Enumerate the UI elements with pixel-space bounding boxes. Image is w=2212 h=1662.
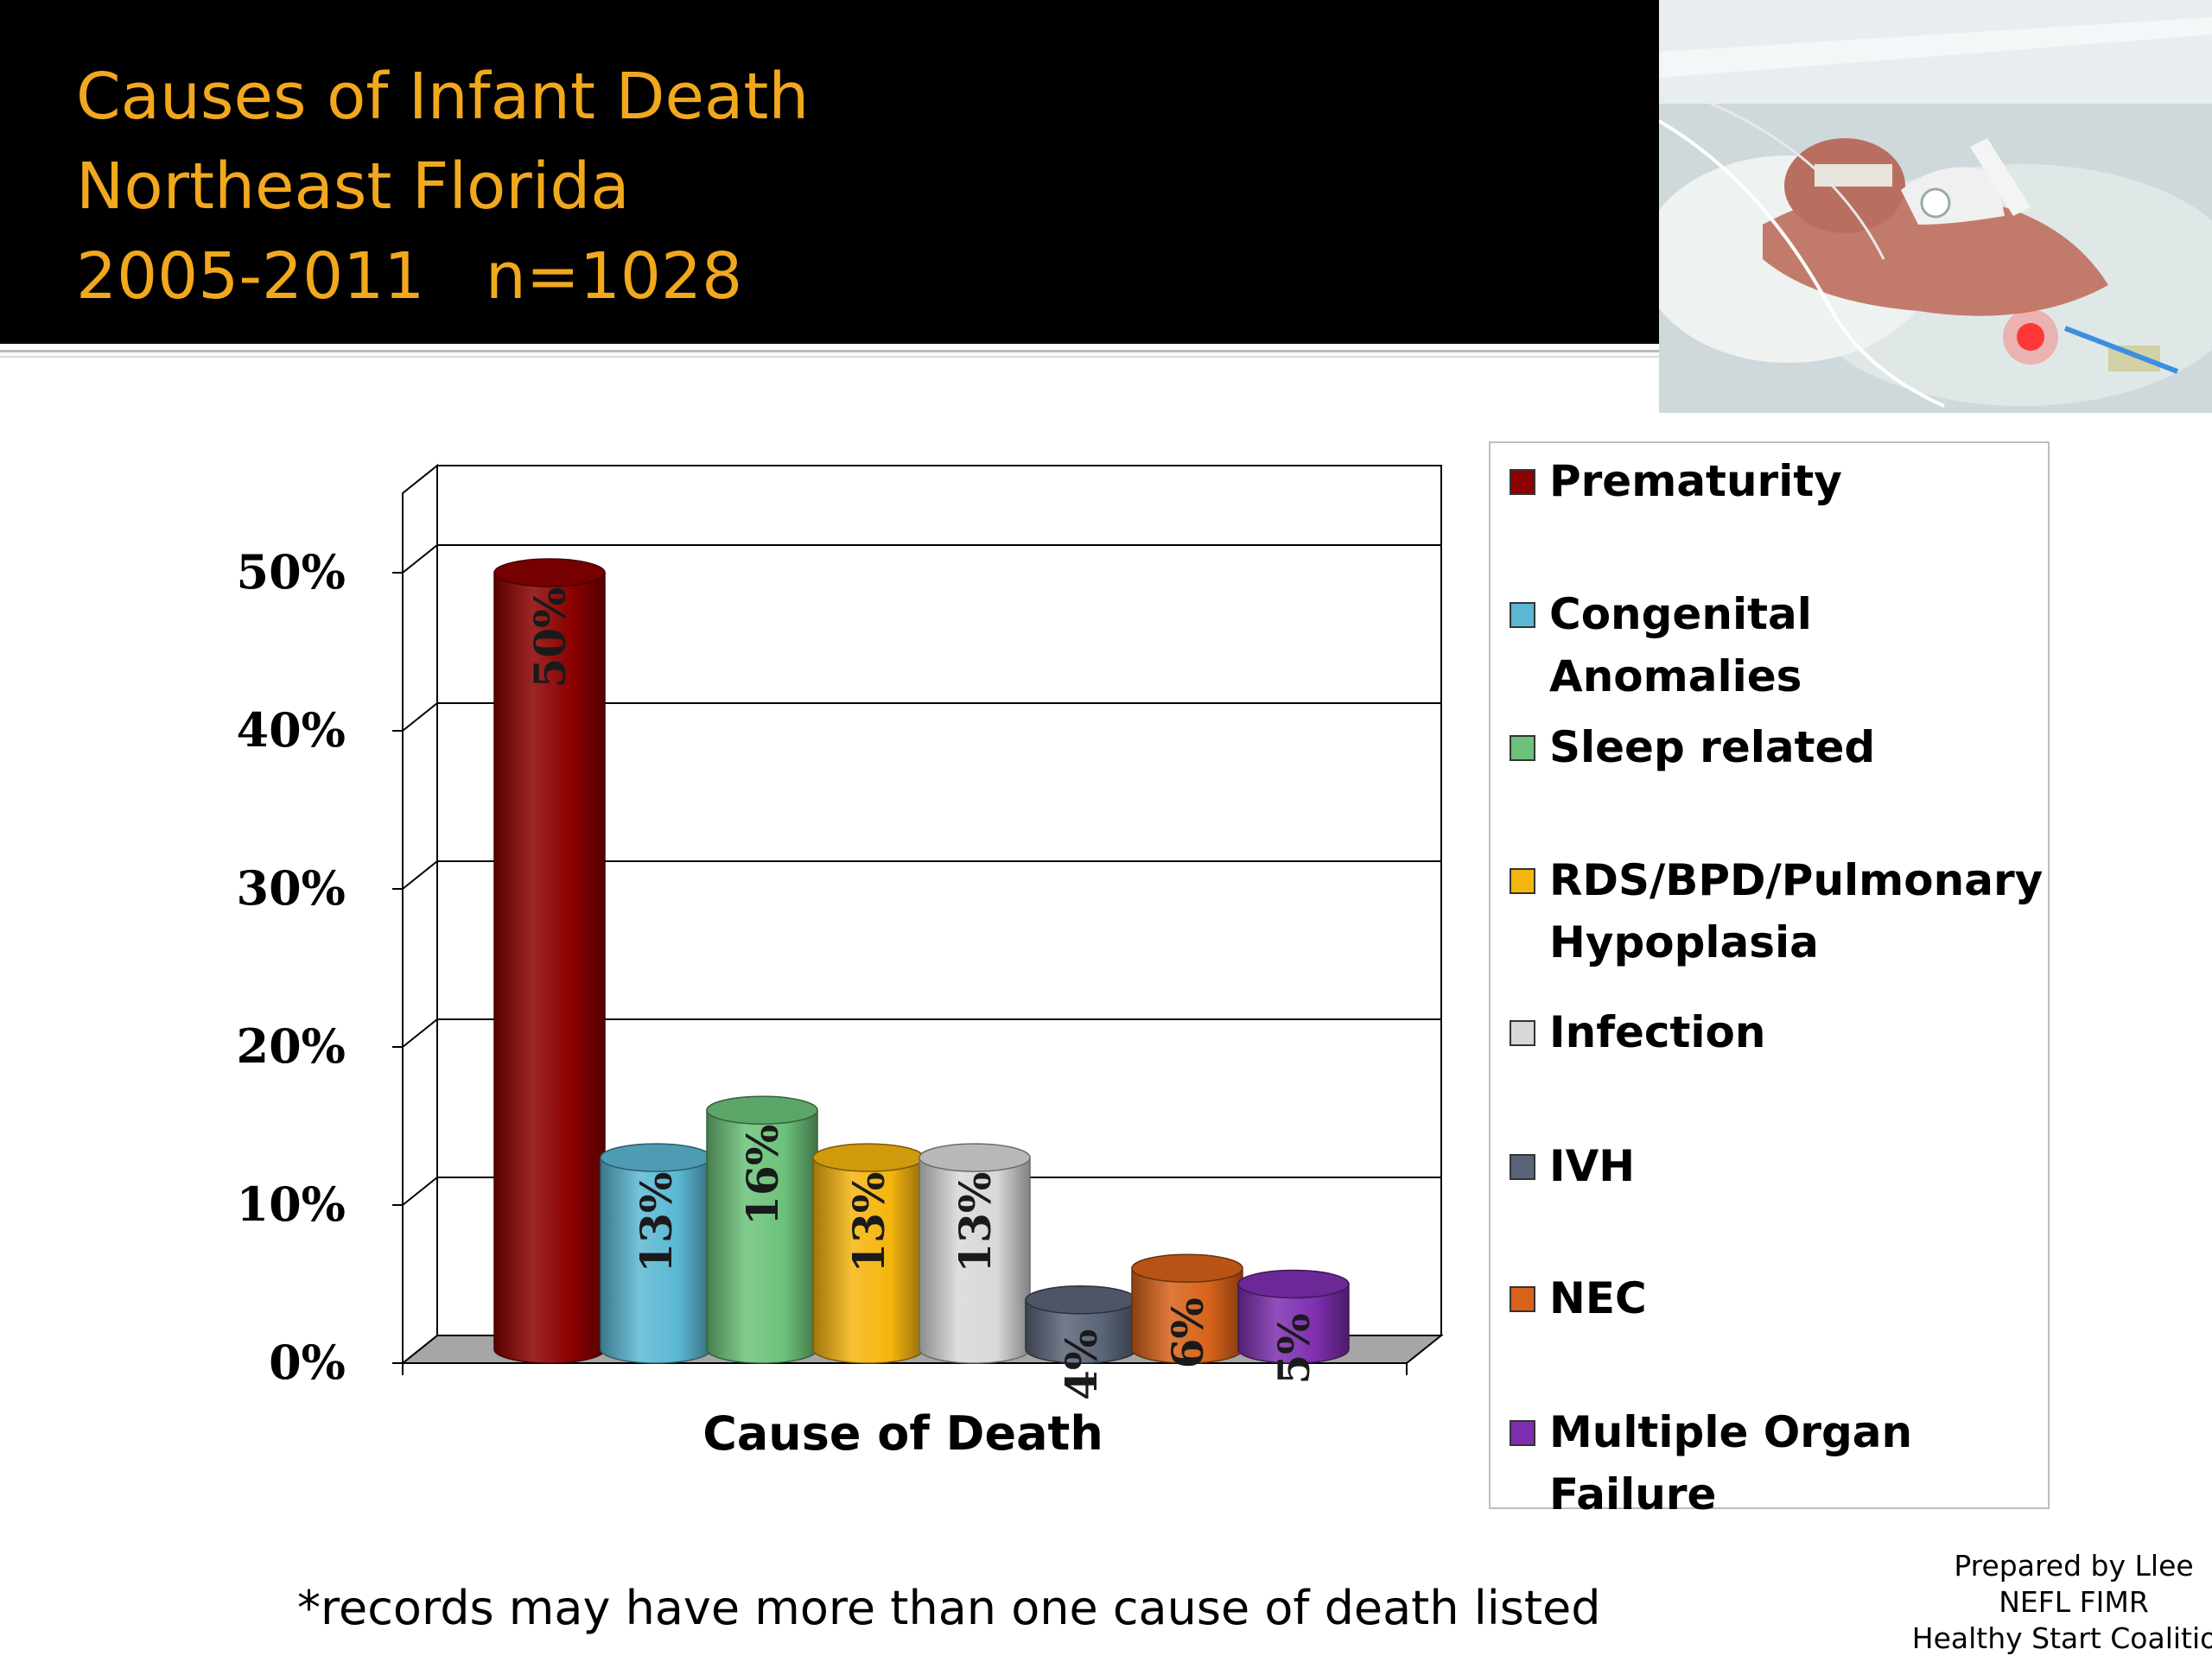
legend-item: Sleep related <box>1510 716 2033 778</box>
credit-block: Prepared by Llee NEFL FIMR Healthy Start… <box>1892 1548 2212 1657</box>
legend-item: NEC <box>1510 1267 2033 1329</box>
title-line-3: 2005-2011 n=1028 <box>76 239 743 314</box>
y-tick-label: 0% <box>269 1335 346 1390</box>
bar-top <box>1237 1269 1350 1299</box>
title-line-2: Northeast Florida <box>76 149 630 224</box>
bar-8 <box>1237 1269 1350 1364</box>
footnote: *records may have more than one cause of… <box>297 1581 1601 1635</box>
x-axis-label: Cause of Death <box>702 1406 1103 1461</box>
legend-label: Congenital Anomalies <box>1549 589 1812 701</box>
bar-value-label: 13% <box>631 1172 682 1273</box>
bar-3 <box>706 1095 818 1364</box>
legend-label: IVH <box>1549 1141 1636 1191</box>
y-tick-label: 30% <box>237 860 346 916</box>
legend-item: Congenital Anomalies <box>1510 583 2033 707</box>
legend-swatch <box>1510 1154 1535 1180</box>
bar-value-label: 13% <box>950 1172 1001 1273</box>
legend-swatch <box>1510 735 1535 761</box>
bar-top <box>918 1143 1031 1172</box>
legend-label: NEC <box>1549 1273 1647 1323</box>
bar-top <box>1025 1285 1137 1315</box>
gridline <box>402 1177 1441 1206</box>
legend-swatch <box>1510 1286 1535 1312</box>
legend-label: RDS/BPD/Pulmonary Hypoplasia <box>1549 855 2044 967</box>
bar-value-label: 16% <box>737 1125 788 1226</box>
credit-line-1: Prepared by Llee <box>1954 1549 2194 1583</box>
bar-top <box>1131 1253 1243 1283</box>
gridline <box>402 702 1441 732</box>
legend-item: Infection <box>1510 1001 2033 1063</box>
credit-line-2: NEFL FIMR <box>1999 1585 2149 1619</box>
legend-item: IVH <box>1510 1135 2033 1197</box>
bar-top <box>706 1095 818 1125</box>
bar-value-label: 50% <box>524 587 575 688</box>
legend-label: Prematurity <box>1549 456 1842 506</box>
y-tick-label: 10% <box>237 1177 346 1232</box>
bar-top <box>812 1143 925 1172</box>
legend-label: Infection <box>1549 1007 1766 1057</box>
bar-value-label: 13% <box>843 1172 894 1273</box>
bar-6 <box>1025 1285 1137 1364</box>
credit-line-3: Healthy Start Coalition <box>1911 1621 2212 1655</box>
legend-label: Multiple Organ Failure <box>1549 1407 1913 1519</box>
slide-title: Causes of Infant Death Northeast Florida… <box>76 52 809 321</box>
y-tick-label: 50% <box>237 544 346 599</box>
y-tick-label: 40% <box>237 702 346 758</box>
legend-swatch <box>1510 868 1535 894</box>
legend-item: RDS/BPD/Pulmonary Hypoplasia <box>1510 849 2044 974</box>
header-divider-secondary <box>0 356 1663 358</box>
bar-body <box>493 572 606 1364</box>
legend-swatch <box>1510 1420 1535 1446</box>
chart-side-wall <box>402 463 438 1366</box>
legend-item: Prematurity <box>1510 450 2033 512</box>
infant-photo <box>1659 0 2212 413</box>
bar-value-label: 4% <box>1056 1329 1107 1400</box>
bar-value-label: 5% <box>1268 1313 1319 1384</box>
bar-2 <box>600 1143 712 1364</box>
title-line-1: Causes of Infant Death <box>76 60 810 134</box>
y-tick-label: 20% <box>237 1018 346 1074</box>
gridline <box>402 544 1441 574</box>
legend-swatch <box>1510 602 1535 628</box>
legend-swatch <box>1510 1020 1535 1046</box>
gridline <box>402 860 1441 890</box>
bar-top <box>600 1143 712 1172</box>
legend-label: Sleep related <box>1549 722 1876 772</box>
header-band <box>0 0 1663 344</box>
header-divider <box>0 350 1663 352</box>
legend-swatch <box>1510 469 1535 495</box>
chart-legend: Prematurity Congenital Anomalies Sleep rel… <box>1489 441 2050 1519</box>
bar-value-label: 6% <box>1162 1297 1213 1368</box>
bar-top <box>493 558 606 587</box>
gridline <box>402 1018 1441 1048</box>
bar-7 <box>1131 1253 1243 1364</box>
bar-body <box>1237 1283 1350 1364</box>
legend-item: Multiple Organ Failure <box>1510 1401 2033 1526</box>
